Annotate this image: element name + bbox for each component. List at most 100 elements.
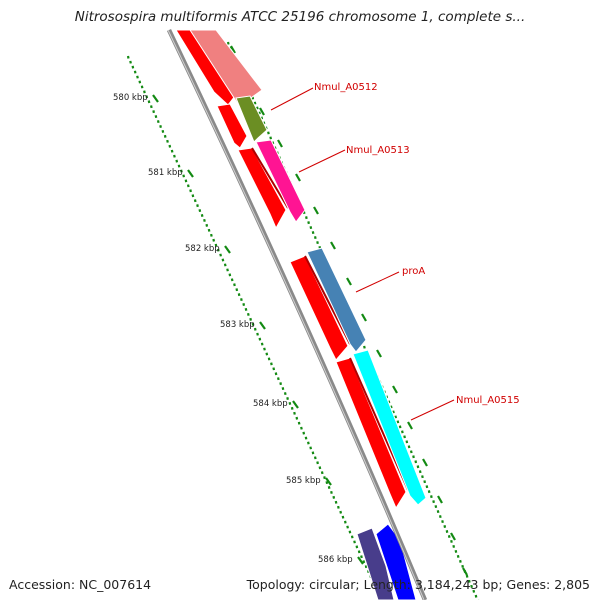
ruler-dot [355, 545, 359, 549]
ruler-dot [138, 80, 142, 84]
ruler-dot [263, 347, 266, 351]
ruler-dot [156, 120, 160, 124]
ruler-dot [255, 106, 259, 110]
map-title: Nitrosospira multiformis ATCC 25196 chro… [74, 9, 526, 25]
ruler-dot [307, 441, 310, 445]
ruler-dot [161, 129, 165, 133]
ruler-tick-label: 585 kbp [286, 476, 321, 486]
gene-Nmul_A0512[interactable] [189, 29, 263, 105]
ruler-dot [253, 101, 257, 105]
ruler-dot [295, 416, 299, 420]
ruler-dots-outer [126, 55, 384, 600]
ruler-dot [283, 392, 287, 396]
ruler-tick-label: 586 kbp [318, 555, 353, 565]
ruler-dot [177, 164, 181, 168]
ruler-dot [465, 574, 469, 578]
gene-label[interactable]: Nmul_A0512 [314, 82, 378, 93]
ruler-dash [437, 495, 443, 504]
ruler-dot [293, 411, 296, 415]
ruler-dot [300, 426, 303, 430]
ruler-dot [216, 248, 220, 252]
ruler-dot [288, 401, 292, 405]
ruler-dot [163, 134, 167, 138]
ruler-dot [348, 530, 352, 534]
ruler-dot [290, 406, 294, 410]
ruler-dot [423, 480, 427, 484]
ruler-dot [203, 218, 206, 222]
ruler-dot [313, 236, 317, 240]
ruler-dot [360, 555, 363, 559]
gene-Nmul_A0513[interactable] [255, 139, 306, 223]
ruler-dot [346, 525, 349, 529]
label-leader [298, 149, 346, 173]
ruler-dot [405, 440, 409, 444]
ruler-dot [258, 337, 262, 341]
ruler-dot [438, 515, 442, 519]
gene-proA[interactable] [306, 247, 367, 353]
gene-label[interactable]: Nmul_A0515 [456, 395, 520, 406]
ruler-dot [472, 589, 476, 593]
ruler-dot [327, 486, 331, 489]
ruler-dot [474, 594, 478, 598]
ruler-dot [452, 544, 456, 548]
ruler-dot [441, 520, 444, 524]
ruler-dot [302, 431, 306, 435]
cds-arrow[interactable] [175, 29, 239, 106]
ruler-dot [260, 342, 264, 346]
cds-arrow[interactable] [335, 357, 407, 510]
cds-arrow[interactable] [289, 255, 349, 361]
ruler-dot [357, 550, 361, 554]
ruler-dot [432, 500, 435, 504]
ruler-dot [136, 75, 139, 79]
ruler-dot [286, 397, 289, 400]
ruler-dot [470, 584, 473, 588]
ruler-dot [330, 490, 333, 494]
ruler-dot [230, 278, 234, 282]
ruler-dot [223, 263, 227, 267]
ruler-dash [230, 45, 236, 54]
ruler-dot [436, 510, 440, 514]
ruler-dot [221, 258, 225, 262]
ruler-tick-label: 581 kbp [148, 168, 183, 178]
ruler-dot [414, 460, 418, 464]
ruler-dot [270, 362, 273, 366]
ruler-dot [364, 565, 368, 569]
ruler-dot [267, 131, 270, 135]
ruler-dash [450, 532, 456, 541]
ruler-tick-mark [187, 169, 194, 178]
gene-label[interactable]: Nmul_A0513 [346, 145, 410, 156]
ruler-dot [244, 308, 248, 311]
ruler-dot [251, 322, 255, 326]
ruler-dot [416, 465, 420, 469]
gene-label[interactable]: proA [402, 266, 425, 277]
gene-next-b[interactable] [375, 523, 417, 600]
ruler-dot [403, 435, 406, 439]
ruler-dot [170, 149, 174, 153]
ruler-dot [313, 456, 317, 460]
ruler-dot [318, 466, 322, 470]
ruler-dot [401, 430, 404, 434]
ruler-dot [212, 238, 216, 242]
ruler-dot [309, 446, 312, 450]
ruler-dot [191, 194, 195, 198]
ruler-dot [337, 505, 340, 509]
gene-neighbor[interactable] [235, 95, 268, 143]
ruler-dot [430, 495, 433, 499]
ruler-dot [182, 174, 185, 178]
ruler-dot [214, 243, 218, 247]
ruler-dot [409, 450, 413, 454]
ruler-dot [219, 253, 222, 257]
ruler-dot [180, 169, 183, 173]
ruler-dot [205, 223, 209, 227]
cds-arrow[interactable] [216, 103, 248, 149]
cds-arrow[interactable] [237, 147, 287, 230]
ruler-dot [196, 204, 199, 208]
ruler-tick-mark [224, 245, 231, 254]
ruler-dot [341, 515, 345, 519]
ruler-tick-mark [259, 321, 266, 330]
ruler-dot [323, 476, 326, 480]
gene-Nmul_A0515[interactable] [352, 349, 427, 506]
gene-next-a[interactable] [356, 527, 395, 600]
ruler-dot [249, 317, 252, 321]
